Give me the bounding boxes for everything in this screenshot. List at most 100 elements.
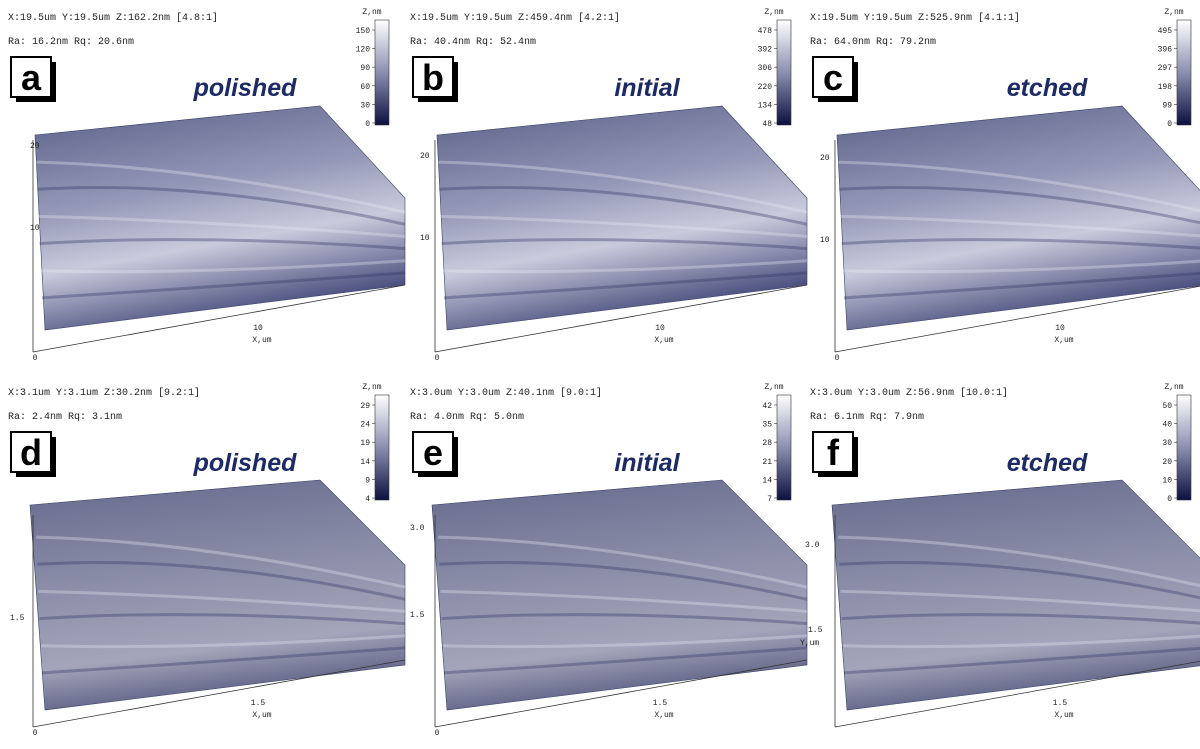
y-axis-label: 1.5 <box>410 611 425 620</box>
colorbar-tick-label: 4 <box>365 495 370 504</box>
header-line: Ra: 6.1nm Rq: 7.9nm <box>810 412 924 423</box>
x-axis-label: 0 <box>835 354 840 363</box>
panel: X:19.5um Y:19.5um Z:459.4nm [4.2:1] Ra: 4… <box>410 8 807 363</box>
colorbar-tick-label: 35 <box>762 421 772 430</box>
x-axis-label: 1.5 <box>251 699 266 708</box>
colorbar-tick-label: 19 <box>360 439 370 448</box>
y-axis-label: 10 <box>820 236 830 245</box>
colorbar-tick-label: 28 <box>762 439 772 448</box>
header-line: X:3.1um Y:3.1um Z:30.2nm [9.2:1] <box>8 387 200 399</box>
colorbar-tick-label: 30 <box>360 101 370 110</box>
x-axis-label: X,um <box>654 336 673 345</box>
colorbar <box>1177 395 1191 500</box>
colorbar-tick-label: 48 <box>762 120 772 129</box>
colorbar <box>375 395 389 500</box>
colorbar <box>777 20 791 125</box>
colorbar-tick-label: 7 <box>767 495 772 504</box>
colorbar-tick-label: 0 <box>1167 495 1172 504</box>
panel-letter: b <box>422 57 444 98</box>
panel: X:3.1um Y:3.1um Z:30.2nm [9.2:1] Ra: 2.4n… <box>8 383 405 738</box>
colorbar-tick-label: 306 <box>758 64 773 73</box>
colorbar-label: Z,nm <box>764 383 783 392</box>
colorbar-tick-label: 21 <box>762 458 772 467</box>
colorbar-label: Z,nm <box>362 8 381 17</box>
panel-title: etched <box>1007 74 1088 102</box>
y-axis-label: 3.0 <box>805 541 820 550</box>
colorbar-tick-label: 60 <box>360 83 370 92</box>
x-axis-label: 0 <box>435 354 440 363</box>
y-axis-label: 20 <box>820 154 830 163</box>
colorbar <box>777 395 791 500</box>
x-axis-label: 0 <box>33 729 38 738</box>
panel-letter: d <box>20 432 42 473</box>
surface <box>432 480 807 710</box>
colorbar-tick-label: 0 <box>1167 120 1172 129</box>
colorbar-label: Z,nm <box>1164 383 1183 392</box>
y-axis-label: 20 <box>420 152 430 161</box>
colorbar <box>1177 20 1191 125</box>
panel-letter: f <box>827 432 840 473</box>
x-axis-label: 0 <box>435 729 440 738</box>
panel-title: polished <box>193 74 298 102</box>
colorbar-tick-label: 392 <box>758 46 773 55</box>
x-axis-label: 0 <box>33 354 38 363</box>
colorbar-tick-label: 14 <box>762 476 772 485</box>
panel-letter: a <box>21 57 42 98</box>
panel-letter: c <box>823 57 843 98</box>
colorbar-tick-label: 40 <box>1162 421 1172 430</box>
header-line: Ra: 2.4nm Rq: 3.1nm <box>8 412 122 423</box>
colorbar-tick-label: 0 <box>365 120 370 129</box>
header-line: X:3.0um Y:3.0um Z:56.9nm [10.0:1] <box>810 387 1008 399</box>
panel-title: initial <box>614 449 680 477</box>
panel-title: polished <box>193 449 298 477</box>
panel: X:19.5um Y:19.5um Z:162.2nm [4.8:1]Ra: 1… <box>8 8 405 363</box>
x-axis-label: X,um <box>252 336 271 345</box>
y-axis-label: 3.0 <box>410 524 425 533</box>
x-axis-label: 10 <box>655 324 665 333</box>
colorbar-tick-label: 9 <box>365 476 370 485</box>
colorbar-tick-label: 42 <box>762 402 772 411</box>
colorbar <box>375 20 389 125</box>
surface <box>30 480 405 710</box>
colorbar-tick-label: 134 <box>758 101 773 110</box>
x-axis-label: 10 <box>1055 324 1065 333</box>
y-axis-label: 1.5 <box>10 614 25 623</box>
header-line: Ra: 64.0nm Rq: 79.2nm <box>810 37 936 48</box>
x-axis-label: X,um <box>1054 336 1073 345</box>
colorbar-tick-label: 10 <box>1162 476 1172 485</box>
x-axis-label: X,um <box>1054 711 1073 720</box>
x-axis-label: X,um <box>252 711 271 720</box>
colorbar-tick-label: 220 <box>758 83 773 92</box>
header-line: Ra: 16.2nm Rq: 20.6nm <box>8 37 134 48</box>
x-axis-label: 1.5 <box>653 699 668 708</box>
surface <box>832 480 1200 710</box>
colorbar-tick-label: 99 <box>1162 101 1172 110</box>
header-line: X:3.0um Y:3.0um Z:40.1nm [9.0:1] <box>410 387 602 399</box>
header-line: Ra: 40.4nm Rq: 52.4nm <box>410 37 536 48</box>
panel-letter: e <box>423 432 443 473</box>
colorbar-tick-label: 150 <box>356 27 371 36</box>
colorbar-label: Z,nm <box>362 383 381 392</box>
colorbar-tick-label: 50 <box>1162 402 1172 411</box>
colorbar-tick-label: 120 <box>356 46 371 55</box>
panel: X:3.0um Y:3.0um Z:40.1nm [9.0:1] Ra: 4.0n… <box>410 383 807 738</box>
colorbar-tick-label: 396 <box>1158 46 1173 55</box>
x-axis-label: X,um <box>654 711 673 720</box>
y-axis-label: 20 <box>30 142 40 151</box>
y-axis-label: 10 <box>420 234 430 243</box>
x-axis-label: 1.5 <box>1053 699 1068 708</box>
colorbar-tick-label: 20 <box>1162 458 1172 467</box>
colorbar-tick-label: 297 <box>1158 64 1173 73</box>
colorbar-tick-label: 90 <box>360 64 370 73</box>
colorbar-tick-label: 478 <box>758 27 773 36</box>
y-axis-label: Y,um <box>800 639 819 648</box>
panel: X:19.5um Y:19.5um Z:525.9nm [4.1:1]Ra: 6… <box>810 8 1200 363</box>
header-line: X:19.5um Y:19.5um Z:459.4nm [4.2:1] <box>410 12 620 24</box>
colorbar-tick-label: 495 <box>1158 27 1173 36</box>
colorbar-label: Z,nm <box>764 8 783 17</box>
figure: X:19.5um Y:19.5um Z:162.2nm [4.8:1]Ra: 1… <box>0 0 1200 749</box>
x-axis-label: 10 <box>253 324 263 333</box>
panel: X:3.0um Y:3.0um Z:56.9nm [10.0:1] Ra: 6.1… <box>800 383 1200 727</box>
colorbar-tick-label: 14 <box>360 458 370 467</box>
header-line: Ra: 4.0nm Rq: 5.0nm <box>410 412 524 423</box>
